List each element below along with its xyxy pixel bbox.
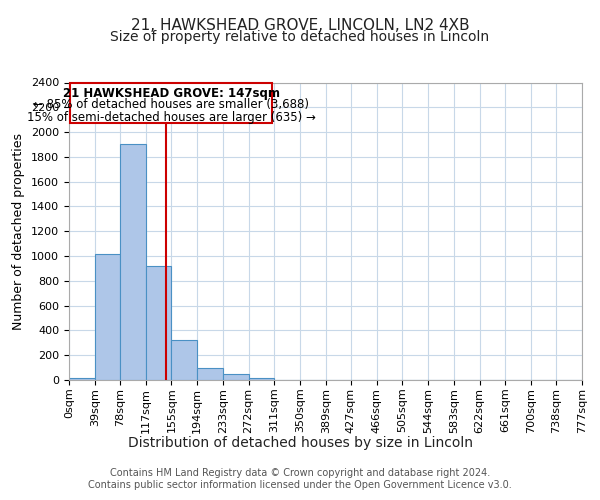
Bar <box>223 374 248 380</box>
Bar <box>69 378 95 380</box>
Text: 15% of semi-detached houses are larger (635) →: 15% of semi-detached houses are larger (… <box>26 110 316 124</box>
Bar <box>95 254 121 380</box>
Y-axis label: Number of detached properties: Number of detached properties <box>13 132 25 330</box>
Bar <box>70 83 272 123</box>
Bar <box>248 378 274 380</box>
Text: Contains HM Land Registry data © Crown copyright and database right 2024.: Contains HM Land Registry data © Crown c… <box>110 468 490 477</box>
Text: Contains public sector information licensed under the Open Government Licence v3: Contains public sector information licen… <box>88 480 512 490</box>
Bar <box>146 266 172 380</box>
Bar <box>197 368 223 380</box>
Bar <box>121 144 146 380</box>
Text: 21, HAWKSHEAD GROVE, LINCOLN, LN2 4XB: 21, HAWKSHEAD GROVE, LINCOLN, LN2 4XB <box>131 18 469 32</box>
Text: ← 85% of detached houses are smaller (3,688): ← 85% of detached houses are smaller (3,… <box>33 98 309 111</box>
Bar <box>172 340 197 380</box>
Text: 21 HAWKSHEAD GROVE: 147sqm: 21 HAWKSHEAD GROVE: 147sqm <box>62 87 280 100</box>
Text: Size of property relative to detached houses in Lincoln: Size of property relative to detached ho… <box>110 30 490 44</box>
Text: Distribution of detached houses by size in Lincoln: Distribution of detached houses by size … <box>128 436 473 450</box>
